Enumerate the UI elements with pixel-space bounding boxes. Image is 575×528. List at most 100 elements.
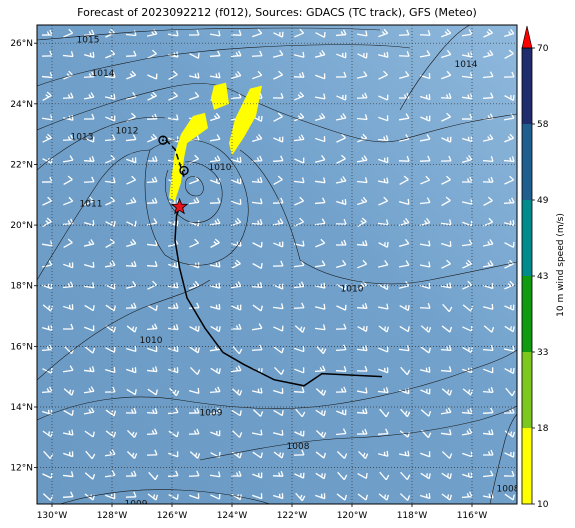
wind-barb xyxy=(167,282,179,289)
wind-barb xyxy=(293,71,305,78)
wind-barb xyxy=(231,304,242,311)
wind-barb xyxy=(441,472,452,480)
wind-barb xyxy=(210,430,221,437)
pressure-label: 1009 xyxy=(125,500,148,510)
wind-barb xyxy=(230,323,242,330)
wind-barb xyxy=(272,50,284,58)
wind-swath-layer xyxy=(169,82,262,201)
wind-barb xyxy=(146,29,158,37)
wind-barb xyxy=(335,428,347,436)
wind-barb xyxy=(146,408,158,415)
isobar-1010-ring xyxy=(144,139,249,266)
pressure-label: 1012 xyxy=(116,127,139,137)
isobar-1010-south xyxy=(37,279,211,381)
wind-barb xyxy=(294,325,306,333)
pressure-label: 1010 xyxy=(209,163,232,173)
wind-barb xyxy=(168,430,179,438)
wind-barb xyxy=(62,491,74,498)
lon-tick-label: 126°W xyxy=(157,511,188,521)
colorbar-segment xyxy=(522,352,532,428)
lon-tick-label: 128°W xyxy=(97,511,128,521)
wind-barb xyxy=(252,28,263,38)
wind-barb xyxy=(273,409,284,417)
wind-barb xyxy=(168,451,179,458)
wind-barb xyxy=(189,52,200,59)
isobar-1015 xyxy=(37,27,381,41)
wind-barb xyxy=(482,176,494,183)
wind-barb xyxy=(357,217,367,228)
wind-barb xyxy=(294,196,305,206)
wind-barb xyxy=(63,304,74,311)
wind-barb xyxy=(377,428,389,435)
wind-barb xyxy=(377,387,389,394)
wind-barb xyxy=(210,238,220,248)
wind-barb xyxy=(504,367,515,374)
wind-barb xyxy=(252,70,263,80)
wind-barb xyxy=(209,72,221,79)
wind-barb xyxy=(41,50,53,57)
wind-barb xyxy=(209,282,221,289)
wind-barb xyxy=(42,91,52,102)
wind-barb xyxy=(315,409,326,417)
colorbar-segment xyxy=(522,124,532,200)
wind-barb xyxy=(399,304,410,312)
wind-barb xyxy=(356,92,368,99)
wind-barb xyxy=(62,365,74,373)
wind-barb xyxy=(441,136,452,143)
wind-barb xyxy=(504,175,514,185)
wind-barb xyxy=(293,134,305,142)
wind-barb xyxy=(189,91,200,101)
wind-barb xyxy=(273,136,284,143)
wind-barb xyxy=(293,281,305,289)
wind-barb xyxy=(482,345,494,352)
wind-barb xyxy=(398,50,410,57)
wind-barb xyxy=(83,71,95,78)
wind-barb xyxy=(504,133,515,143)
wind-barb xyxy=(41,386,53,394)
wind-barb xyxy=(209,134,221,142)
wind-barb xyxy=(273,175,283,185)
wind-barb xyxy=(84,430,95,438)
wind-barb xyxy=(189,325,200,332)
isobar-north-wiggle xyxy=(239,93,517,143)
wind-barb xyxy=(146,218,158,226)
wind-barb xyxy=(230,50,242,57)
wind-barb xyxy=(315,451,327,459)
wind-barb xyxy=(419,261,431,268)
wind-barb xyxy=(356,30,368,37)
wind-barb xyxy=(399,493,411,501)
wind-barb xyxy=(503,156,515,163)
wind-barb xyxy=(441,70,452,80)
wind-barb xyxy=(125,134,137,142)
wind-barb xyxy=(209,218,221,226)
wind-barb xyxy=(147,304,158,312)
wind-barb xyxy=(126,175,136,185)
tc-forecast-point xyxy=(158,135,168,145)
wind-barb xyxy=(188,29,200,36)
wind-barb xyxy=(63,28,74,38)
wind-barb xyxy=(314,324,326,331)
wind-barb xyxy=(126,367,137,374)
wind-barb xyxy=(104,470,116,478)
wind-barb xyxy=(420,472,431,480)
wind-barb xyxy=(168,493,179,501)
colorbar-tick-label: 49 xyxy=(537,196,549,206)
wind-barb xyxy=(294,430,305,437)
wind-barb xyxy=(272,303,284,310)
wind-barb xyxy=(251,282,263,289)
wind-barb xyxy=(378,283,389,290)
wind-barb xyxy=(440,282,452,289)
wind-barb xyxy=(503,407,515,414)
wind-barb xyxy=(231,199,242,206)
wind-barb xyxy=(399,175,409,186)
wind-barb xyxy=(377,303,389,310)
wind-barb xyxy=(314,50,326,58)
wind-barb xyxy=(41,260,53,268)
grid-layer xyxy=(37,25,517,504)
wind-barb xyxy=(315,73,326,80)
wind-barb xyxy=(336,52,347,59)
wind-barb xyxy=(147,493,159,501)
wind-barb xyxy=(252,493,263,500)
wind-barb xyxy=(419,240,431,247)
wind-barb xyxy=(84,325,95,332)
